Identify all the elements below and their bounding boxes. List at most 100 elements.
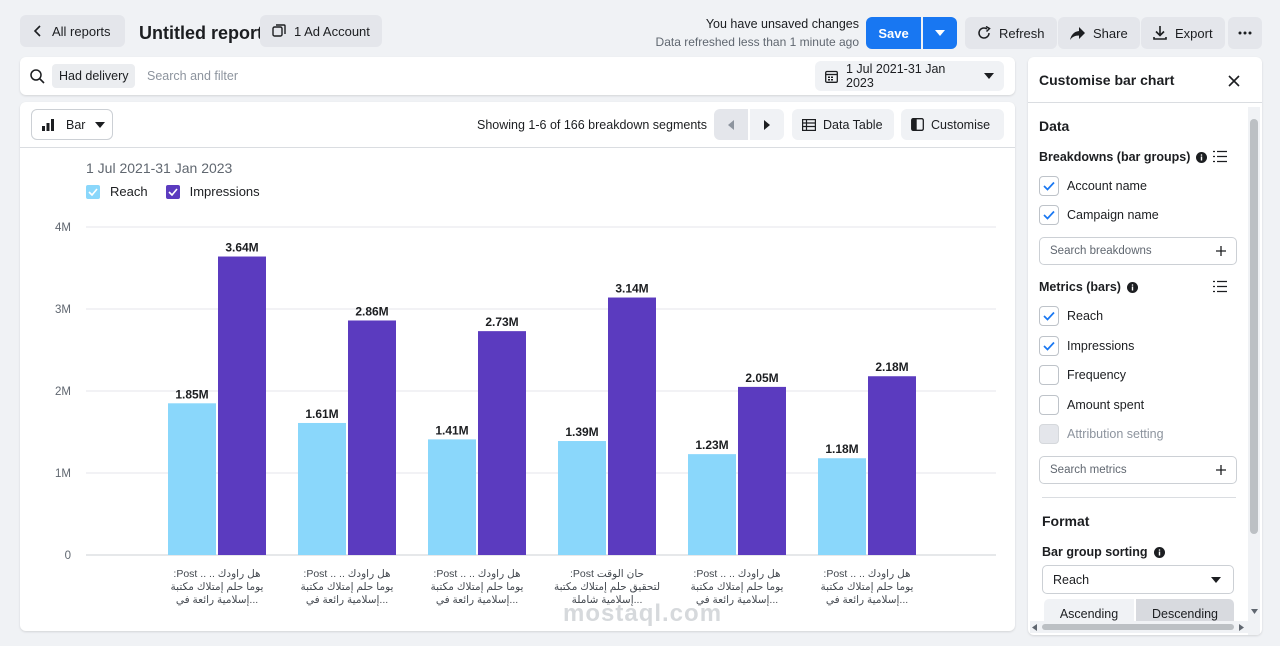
data-table-label: Data Table xyxy=(823,117,883,132)
download-icon xyxy=(1153,26,1167,40)
plus-icon[interactable] xyxy=(1216,246,1226,256)
bar-impressions xyxy=(218,256,266,555)
ad-account-button[interactable]: 1 Ad Account xyxy=(260,15,382,47)
info-icon[interactable] xyxy=(1126,281,1138,293)
close-panel-button[interactable] xyxy=(1222,69,1246,93)
data-label: 2.18M xyxy=(875,360,908,374)
legend-impressions-checkbox-icon xyxy=(165,184,180,199)
report-title[interactable]: Untitled report xyxy=(139,23,263,43)
data-label: 3.14M xyxy=(615,282,648,296)
metric-amount-spent[interactable]: Amount spent xyxy=(1039,395,1144,415)
x-tick-label: هل راودك .. .. Post: يوما حلم إمتلاك مكتب… xyxy=(422,568,532,607)
y-tick-label: 0 xyxy=(65,550,71,562)
sorting-select[interactable]: Reach xyxy=(1042,565,1234,594)
metric-frequency-checkbox[interactable] xyxy=(1039,365,1059,385)
legend-item-impressions[interactable]: Impressions xyxy=(165,184,260,199)
panel-title: Customise bar chart xyxy=(1039,72,1175,88)
refresh-label: Refresh xyxy=(999,25,1045,41)
metric-impressions-checkbox[interactable] xyxy=(1039,336,1059,356)
data-label: 1.23M xyxy=(695,438,728,452)
y-tick-label: 3M xyxy=(55,304,71,316)
metric-frequency[interactable]: Frequency xyxy=(1039,365,1126,385)
info-icon[interactable] xyxy=(1153,546,1165,558)
search-icon xyxy=(30,69,45,84)
more-options-button[interactable] xyxy=(1228,17,1262,49)
next-page-button[interactable] xyxy=(750,109,784,140)
chevron-left-icon xyxy=(32,25,44,37)
descending-button[interactable]: Descending xyxy=(1136,599,1234,621)
all-reports-label: All reports xyxy=(52,23,111,39)
data-label: 2.73M xyxy=(485,315,518,329)
search-filter-input[interactable]: Search and filter xyxy=(147,69,239,83)
calendar-icon xyxy=(825,70,838,83)
bar-reach xyxy=(168,403,216,555)
ascending-button[interactable]: Ascending xyxy=(1044,599,1134,621)
legend-item-reach[interactable]: Reach xyxy=(86,184,148,199)
caret-down-icon xyxy=(1211,576,1221,583)
x-tick-label-line: ...إسلامية رائعة في xyxy=(695,594,779,606)
breakdowns-title: Breakdowns (bar groups) xyxy=(1039,150,1208,164)
x-tick-label: هل راودك .. .. Post: يوما حلم إمتلاك مكتب… xyxy=(812,568,922,607)
bar-impressions xyxy=(608,297,656,555)
reorder-list-icon[interactable] xyxy=(1213,280,1227,293)
search-breakdowns-input[interactable]: Search breakdowns xyxy=(1039,237,1237,265)
metric-reach[interactable]: Reach xyxy=(1039,306,1103,326)
horizontal-scrollbar-thumb[interactable] xyxy=(1042,624,1234,630)
scrollbar-thumb[interactable] xyxy=(1250,119,1258,534)
scroll-down-icon[interactable] xyxy=(1251,609,1258,614)
more-dots-icon xyxy=(1238,31,1252,35)
plus-icon[interactable] xyxy=(1216,465,1226,475)
scrollbar-track[interactable] xyxy=(1248,107,1260,635)
chart-title: 1 Jul 2021-31 Jan 2023 xyxy=(86,160,233,176)
breakdown-account-name[interactable]: Account name xyxy=(1039,176,1147,196)
breakdown-account-name-checkbox[interactable] xyxy=(1039,176,1059,196)
sorting-title-label: Bar group sorting xyxy=(1042,545,1148,559)
data-table-button[interactable]: Data Table xyxy=(792,109,894,140)
search-metrics-input[interactable]: Search metrics xyxy=(1039,456,1237,484)
x-tick-label-line: هل راودك .. .. Post: xyxy=(173,568,261,580)
sorting-title: Bar group sorting xyxy=(1042,545,1165,559)
data-label: 1.39M xyxy=(565,425,598,439)
close-icon xyxy=(1228,75,1240,87)
info-icon[interactable] xyxy=(1196,151,1208,163)
x-tick-label-line: ...إسلامية رائعة في xyxy=(435,594,519,606)
caret-left-icon xyxy=(728,119,734,130)
x-tick-label-line: حان الوقت Post: xyxy=(569,568,645,580)
legend-impressions-label: Impressions xyxy=(189,184,260,199)
share-button[interactable]: Share xyxy=(1058,17,1140,49)
metric-impressions[interactable]: Impressions xyxy=(1039,336,1134,356)
legend: Reach Impressions xyxy=(86,184,260,199)
metric-amount-spent-checkbox[interactable] xyxy=(1039,395,1059,415)
format-heading: Format xyxy=(1042,513,1090,529)
export-button[interactable]: Export xyxy=(1141,17,1225,49)
scroll-right-icon[interactable] xyxy=(1239,624,1244,631)
scroll-left-icon[interactable] xyxy=(1032,624,1037,631)
save-options-button[interactable] xyxy=(923,17,957,49)
search-metrics-placeholder: Search metrics xyxy=(1050,464,1127,476)
x-tick-label-line: ...إسلامية رائعة في xyxy=(175,594,259,606)
reorder-list-icon[interactable] xyxy=(1213,150,1227,163)
metric-reach-checkbox[interactable] xyxy=(1039,306,1059,326)
data-label: 2.05M xyxy=(745,371,778,385)
breakdown-campaign-name-checkbox[interactable] xyxy=(1039,205,1059,225)
breakdown-campaign-name[interactable]: Campaign name xyxy=(1039,205,1159,225)
chart-card: Bar Showing 1-6 of 166 breakdown segment… xyxy=(20,102,1015,631)
save-button[interactable]: Save xyxy=(866,17,921,49)
customise-button[interactable]: Customise xyxy=(901,109,1004,140)
metric-impressions-label: Impressions xyxy=(1067,339,1135,353)
horizontal-scrollbar[interactable] xyxy=(1030,621,1248,633)
breakdowns-title-label: Breakdowns (bar groups) xyxy=(1039,150,1191,164)
bar-reach xyxy=(428,439,476,555)
metric-attribution-setting-checkbox xyxy=(1039,424,1059,444)
bar-reach xyxy=(298,422,346,555)
date-range-button[interactable]: 1 Jul 2021-31 Jan 2023 xyxy=(815,61,1004,91)
segments-count-text: Showing 1-6 of 166 breakdown segments xyxy=(476,118,707,132)
all-reports-button[interactable]: All reports xyxy=(20,15,125,47)
prev-page-button[interactable] xyxy=(714,109,748,140)
had-delivery-chip[interactable]: Had delivery xyxy=(52,64,136,88)
x-tick-label-line: ...إسلامية شاملة xyxy=(571,594,643,606)
chart-type-button[interactable]: Bar xyxy=(31,109,113,140)
metric-attribution-setting: Attribution setting xyxy=(1039,424,1164,444)
refresh-button[interactable]: Refresh xyxy=(965,17,1057,49)
y-tick-label: 2M xyxy=(55,386,71,398)
